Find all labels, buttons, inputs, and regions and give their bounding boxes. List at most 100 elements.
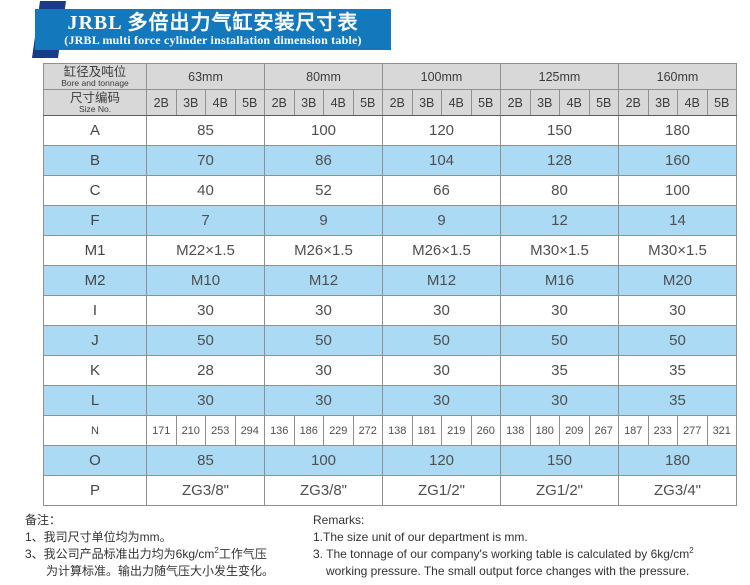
dimension-value: M12 <box>382 265 501 296</box>
table-row: F 7 9 9 12 14 <box>43 205 737 236</box>
table-row: A 85 100 120 150 180 <box>43 115 737 146</box>
col-header-size: 5B <box>706 89 737 116</box>
table-row: M1 M22×1.5 M26×1.5 M26×1.5 M30×1.5 M30×1.5 <box>43 235 737 266</box>
row-label: O <box>43 445 147 476</box>
row-label: C <box>43 175 147 206</box>
dimension-value: 52 <box>264 175 383 206</box>
col-header-bore: 100mm <box>382 63 501 90</box>
table-row: K 28 30 30 35 35 <box>43 355 737 386</box>
dimension-value: M16 <box>500 265 619 296</box>
dimension-value: 160 <box>618 145 737 176</box>
dimension-value: ZG1/2" <box>382 475 501 506</box>
dimension-value: 66 <box>382 175 501 206</box>
dimension-value: M30×1.5 <box>500 235 619 266</box>
col-header-size: 4B <box>677 89 708 116</box>
col-header-size: 3B <box>411 89 442 116</box>
row-label: N <box>43 415 147 446</box>
dimension-value: 30 <box>146 295 265 326</box>
col-header-size: 2B <box>264 89 295 116</box>
dimension-value: ZG3/4" <box>618 475 737 506</box>
col-header-bore: 63mm <box>146 63 265 90</box>
table-row: J 50 50 50 50 50 <box>43 325 737 356</box>
dimension-value: 272 <box>352 415 383 446</box>
col-header-size: 3B <box>647 89 678 116</box>
dimension-value: 12 <box>500 205 619 236</box>
dimension-value: M30×1.5 <box>618 235 737 266</box>
dimension-value: 186 <box>293 415 324 446</box>
table-row: O 85 100 120 150 180 <box>43 445 737 476</box>
dimension-value: 14 <box>618 205 737 236</box>
dimension-value: 85 <box>146 445 265 476</box>
dimension-value: 35 <box>500 355 619 386</box>
row-label: I <box>43 295 147 326</box>
col-header-size: 3B <box>175 89 206 116</box>
dimension-value: 120 <box>382 115 501 146</box>
dimension-value: 294 <box>234 415 265 446</box>
dimension-value: 120 <box>382 445 501 476</box>
dimension-value: 50 <box>146 325 265 356</box>
dimension-value: 9 <box>264 205 383 236</box>
table-row: B 70 86 104 128 160 <box>43 145 737 176</box>
dimension-value: 253 <box>205 415 236 446</box>
dimension-value: 30 <box>618 295 737 326</box>
col-header-size: 5B <box>588 89 619 116</box>
col-header-bore: 80mm <box>264 63 383 90</box>
dimension-value: 233 <box>647 415 678 446</box>
col-header-size: 4B <box>559 89 590 116</box>
col-header-size: 3B <box>293 89 324 116</box>
dimension-value: 9 <box>382 205 501 236</box>
dimension-value: 138 <box>382 415 413 446</box>
dimension-value: 209 <box>559 415 590 446</box>
row-label: K <box>43 355 147 386</box>
dimension-value: 138 <box>500 415 531 446</box>
row-label: M1 <box>43 235 147 266</box>
table-row: C 40 52 66 80 100 <box>43 175 737 206</box>
notes-cn-line3: 3、我公司产品标准出力均为6kg/cm2工作气压 <box>25 546 299 563</box>
dimension-value: 150 <box>500 115 619 146</box>
page-title-cn: JRBL 多倍出力气缸安装尺寸表 <box>67 12 359 34</box>
dimension-value: 128 <box>500 145 619 176</box>
dimension-value: 267 <box>588 415 619 446</box>
dimension-value: ZG3/8" <box>264 475 383 506</box>
notes-cn-line3b: 为计算标准。输出力随气压大小发生变化。 <box>46 564 275 578</box>
dimension-value: 30 <box>500 295 619 326</box>
dimension-value: 30 <box>264 355 383 386</box>
dimension-value: 180 <box>618 115 737 146</box>
dimension-value: 260 <box>470 415 501 446</box>
dimension-value: 86 <box>264 145 383 176</box>
col-header-size: 5B <box>234 89 265 116</box>
row-label: F <box>43 205 147 236</box>
col-header-bore: 160mm <box>618 63 737 90</box>
dimension-value: 187 <box>618 415 649 446</box>
header-row-size: 尺寸编码 Size No. 2B 3B 4B 5B 2B 3B 4B 5B 2B 3B 4B 5B 2B 3B… <box>43 89 737 116</box>
col-header-size: 2B <box>500 89 531 116</box>
dimension-value: 219 <box>441 415 472 446</box>
table-row: I 30 30 30 30 30 <box>43 295 737 326</box>
dimension-value: 30 <box>382 385 501 416</box>
row-label: M2 <box>43 265 147 296</box>
row-label: J <box>43 325 147 356</box>
dimension-value: 50 <box>264 325 383 356</box>
bore-tonnage-header: 缸径及吨位 Bore and tonnage <box>43 63 147 90</box>
dimension-value: 104 <box>382 145 501 176</box>
dimension-value: 180 <box>529 415 560 446</box>
dimension-value: 50 <box>618 325 737 356</box>
table-row: M2 M10 M12 M12 M16 M20 <box>43 265 737 296</box>
row-label: L <box>43 385 147 416</box>
notes-en-line3-text: 3. The tonnage of our company's working … <box>313 547 690 561</box>
size-no-label-cn: 尺寸编码 <box>69 91 120 105</box>
dimension-value: 136 <box>264 415 295 446</box>
notes-en-line3: 3. The tonnage of our company's working … <box>313 546 741 563</box>
dimension-value: 35 <box>618 385 737 416</box>
table-body: A 85 100 120 150 180 B 70 86 104 128 160 C 40 52 66 80 10… <box>43 115 737 506</box>
dimension-value: 50 <box>382 325 501 356</box>
table-row: P ZG3/8" ZG3/8" ZG1/2" ZG1/2" ZG3/4" <box>43 475 737 506</box>
dimension-value: 30 <box>146 385 265 416</box>
footnotes: 备注： 1、我司尺寸单位均为mm。 3、我公司产品标准出力均为6kg/cm2工作… <box>25 512 741 580</box>
dimension-value: ZG1/2" <box>500 475 619 506</box>
dimension-value: 80 <box>500 175 619 206</box>
dimension-value: 30 <box>382 295 501 326</box>
dimension-value: 100 <box>618 175 737 206</box>
title-banner: JRBL 多倍出力气缸安装尺寸表 (JRBL multi force cylin… <box>35 9 391 50</box>
table-row: N 171 210 253 294 136 186 229 272 138 181 219 260 138… <box>43 415 737 446</box>
